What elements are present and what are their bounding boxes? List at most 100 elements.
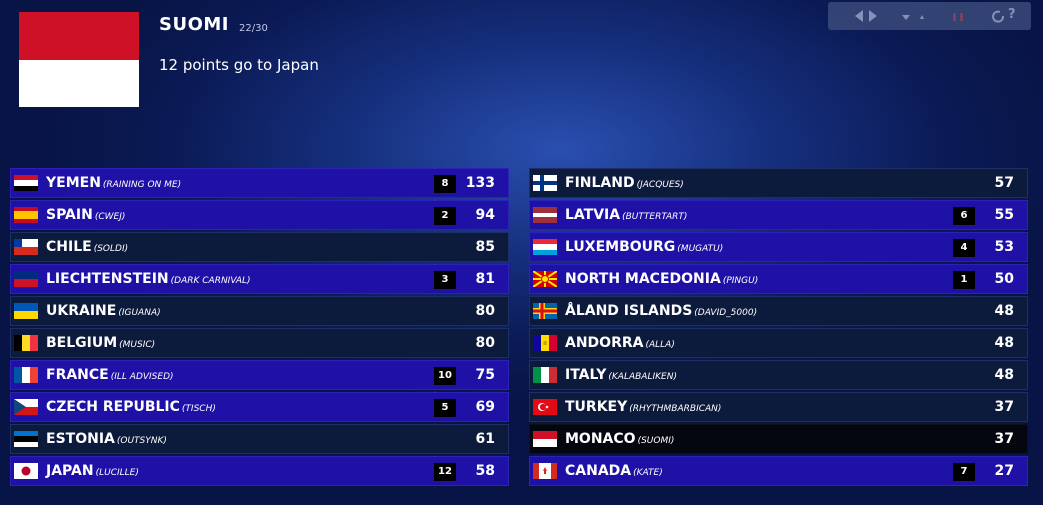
song: (MUGATU) (677, 244, 724, 254)
flag (533, 335, 557, 351)
flag (14, 367, 38, 383)
country-name: ANDORRA (565, 335, 644, 351)
song: (RAINING ON ME) (102, 180, 182, 190)
song: (OUTSYNK) (116, 436, 167, 446)
row: LIECHTENSTEIN (DARK CARNIVAL) 3 81 (10, 264, 509, 294)
song: (PINGU) (722, 276, 759, 286)
points-badge: 10 (434, 367, 456, 385)
flag (533, 303, 557, 319)
country: LIECHTENSTEIN (DARK CARNIVAL) (46, 271, 251, 287)
country-name: SPAIN (46, 207, 93, 223)
reset-button[interactable] (992, 10, 1005, 23)
country-name: MONACO (565, 431, 636, 447)
sort-button[interactable] (902, 15, 910, 20)
song: (CWEJ) (94, 212, 126, 222)
flag (533, 399, 557, 415)
song: (ILL ADVISED) (110, 372, 174, 382)
pause-bar[interactable] (953, 13, 956, 21)
country: BELGIUM (MUSIC) (46, 335, 155, 351)
country: FINLAND (JACQUES) (565, 175, 684, 191)
row: TURKEY (RHYTHMBARBICAN) 37 (529, 392, 1028, 422)
control-icons (855, 10, 1005, 23)
next-button[interactable] (869, 10, 877, 22)
total: 55 (994, 207, 1014, 223)
country: CANADA (KATE) (565, 463, 663, 479)
points-badge: 7 (953, 463, 975, 481)
country: ÅLAND ISLANDS (DAVID_5000) (565, 303, 757, 319)
row: CANADA (KATE) 7 27 (529, 456, 1028, 486)
row: UKRAINE (IGUANA) 80 (10, 296, 509, 326)
flag (533, 367, 557, 383)
country-name: FRANCE (46, 367, 109, 383)
total: 57 (994, 175, 1014, 191)
row: SPAIN (CWEJ) 2 94 (10, 200, 509, 230)
row: CHILE (SOLDI) 85 (10, 232, 509, 262)
left-column: YEMEN (RAINING ON ME) 8 133 SPAIN (CWEJ) 2 94 … (10, 168, 509, 488)
row: YEMEN (RAINING ON ME) 8 133 (10, 168, 509, 198)
sort-toggle[interactable] (920, 15, 924, 19)
row: MONACO (SUOMI) 37 (529, 424, 1028, 454)
row: BELGIUM (MUSIC) 80 (10, 328, 509, 358)
country: CHILE (SOLDI) (46, 239, 128, 255)
song: (JACQUES) (636, 180, 684, 190)
song: (SUOMI) (637, 436, 675, 446)
row: FINLAND (JACQUES) 57 (529, 168, 1028, 198)
total: 37 (994, 399, 1014, 415)
total: 50 (994, 271, 1014, 287)
row: ITALY (KALABALIKEN) 48 (529, 360, 1028, 390)
country-name: CHILE (46, 239, 92, 255)
points-badge: 5 (434, 399, 456, 417)
country-name: UKRAINE (46, 303, 117, 319)
controls: ? (828, 2, 1031, 30)
country-name: YEMEN (46, 175, 101, 191)
song: (RHYTHMBARBICAN) (629, 404, 722, 414)
flag (533, 431, 557, 447)
song: (KATE) (633, 468, 663, 478)
right-column: FINLAND (JACQUES) 57 LATVIA (BUTTERTART) 6 55… (529, 168, 1028, 488)
points-badge: 8 (434, 175, 456, 193)
total: 80 (475, 303, 495, 319)
points-badge: 1 (953, 271, 975, 289)
country: CZECH REPUBLIC (TISCH) (46, 399, 216, 415)
total: 94 (475, 207, 495, 223)
country: UKRAINE (IGUANA) (46, 303, 161, 319)
total: 48 (994, 367, 1014, 383)
country-name: JAPAN (46, 463, 94, 479)
country: NORTH MACEDONIA (PINGU) (565, 271, 758, 287)
total: 48 (994, 335, 1014, 351)
voter-flag (19, 12, 139, 107)
flag (14, 463, 38, 479)
row: ANDORRA (ALLA) 48 (529, 328, 1028, 358)
row: ÅLAND ISLANDS (DAVID_5000) 48 (529, 296, 1028, 326)
row: LATVIA (BUTTERTART) 6 55 (529, 200, 1028, 230)
total: 85 (475, 239, 495, 255)
country: ANDORRA (ALLA) (565, 335, 675, 351)
row: ESTONIA (OUTSYNK) 61 (10, 424, 509, 454)
country: ITALY (KALABALIKEN) (565, 367, 677, 383)
country: ESTONIA (OUTSYNK) (46, 431, 167, 447)
country: MONACO (SUOMI) (565, 431, 674, 447)
prev-button[interactable] (855, 10, 863, 22)
country-name: ITALY (565, 367, 607, 383)
help-button[interactable]: ? (1008, 7, 1016, 22)
points-badge: 6 (953, 207, 975, 225)
flag (533, 463, 557, 479)
song: (LUCILLE) (95, 468, 139, 478)
country-name: FINLAND (565, 175, 635, 191)
pause-bar[interactable] (960, 13, 963, 21)
country: YEMEN (RAINING ON ME) (46, 175, 181, 191)
song: (ALLA) (645, 340, 675, 350)
flag (14, 335, 38, 351)
total: 80 (475, 335, 495, 351)
flag (533, 175, 557, 191)
country: JAPAN (LUCILLE) (46, 463, 139, 479)
row: LUXEMBOURG (MUGATU) 4 53 (529, 232, 1028, 262)
country-name: ÅLAND ISLANDS (565, 303, 693, 319)
country-name: NORTH MACEDONIA (565, 271, 721, 287)
country-name: LATVIA (565, 207, 621, 223)
flag (14, 303, 38, 319)
row: NORTH MACEDONIA (PINGU) 1 50 (529, 264, 1028, 294)
song: (BUTTERTART) (622, 212, 688, 222)
total: 58 (475, 463, 495, 479)
song: (KALABALIKEN) (608, 372, 677, 382)
